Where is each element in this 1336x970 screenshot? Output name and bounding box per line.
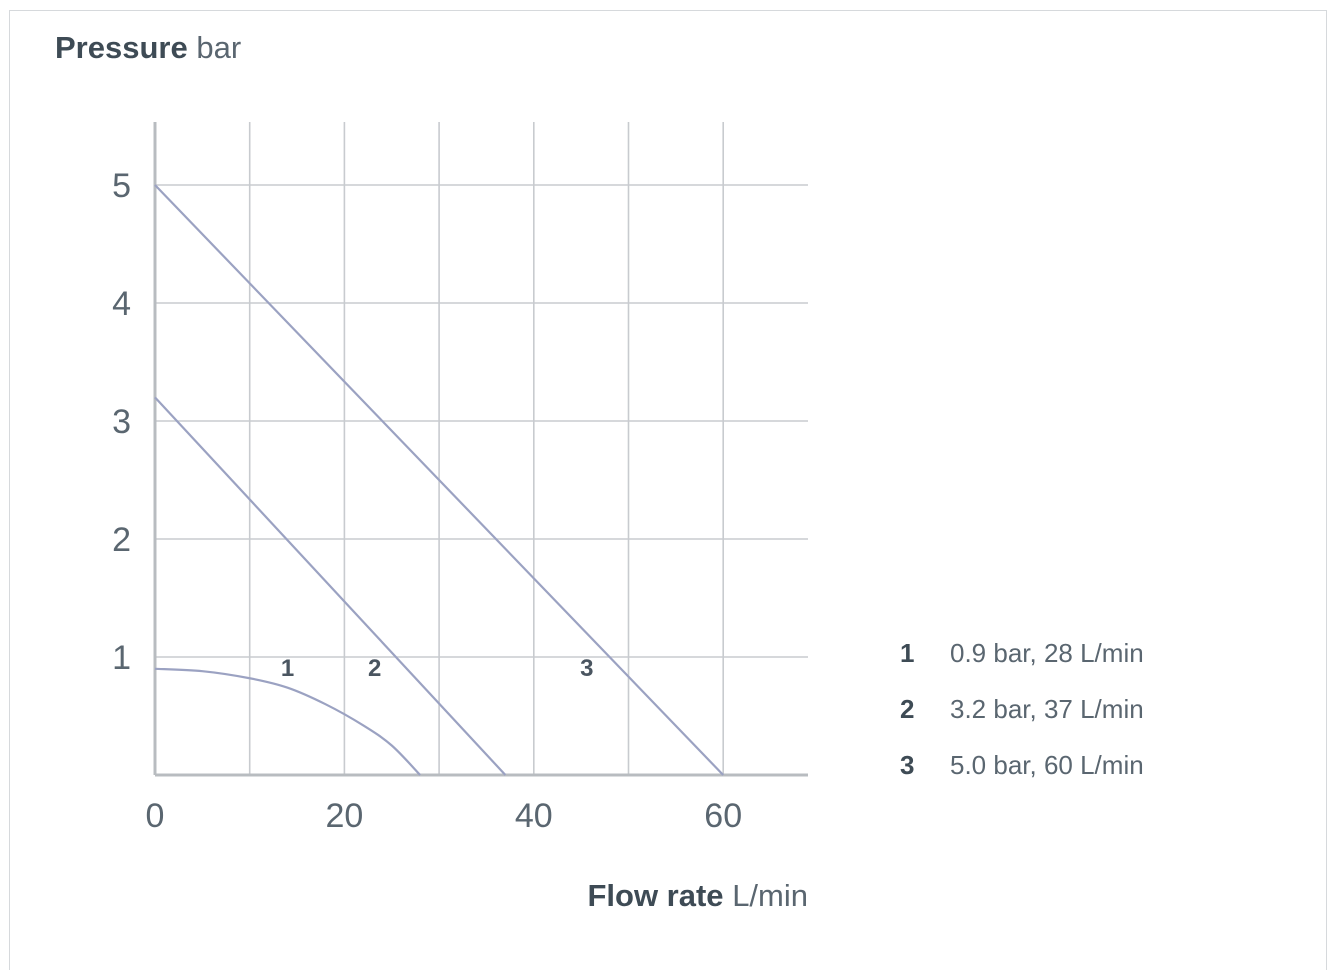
y-tick-label: 3 (112, 403, 131, 441)
y-tick-label: 1 (112, 639, 131, 677)
x-axis-title: Flow rate L/min (587, 876, 808, 916)
series-label-3: 3 (580, 655, 593, 682)
legend-number: 2 (900, 694, 915, 724)
y-axis-title: Pressure bar (55, 28, 241, 68)
legend-number: 3 (900, 750, 915, 780)
legend-number: 1 (900, 638, 915, 668)
legend-text: 0.9 bar, 28 L/min (950, 638, 1144, 668)
series-label-1: 1 (281, 655, 294, 682)
y-axis-title-label: Pressure (55, 30, 188, 65)
series-line-2 (154, 396, 507, 776)
chart-frame (9, 10, 1327, 970)
y-tick-label: 4 (112, 285, 131, 323)
series-label-2: 2 (368, 655, 381, 682)
x-tick-label: 20 (325, 797, 363, 835)
y-axis-title-unit: bar (196, 30, 242, 65)
x-tick-label: 60 (704, 797, 742, 835)
x-axis-title-unit: L/min (732, 878, 808, 913)
series-line-1 (154, 667, 421, 776)
y-tick-label: 2 (112, 521, 131, 559)
y-tick-label: 5 (112, 167, 131, 205)
x-tick-label: 0 (146, 797, 165, 835)
legend-text: 5.0 bar, 60 L/min (950, 750, 1144, 780)
x-axis-title-label: Flow rate (587, 878, 724, 913)
series-line-3 (154, 184, 724, 776)
legend-text: 3.2 bar, 37 L/min (950, 694, 1144, 724)
x-tick-label: 40 (515, 797, 553, 835)
